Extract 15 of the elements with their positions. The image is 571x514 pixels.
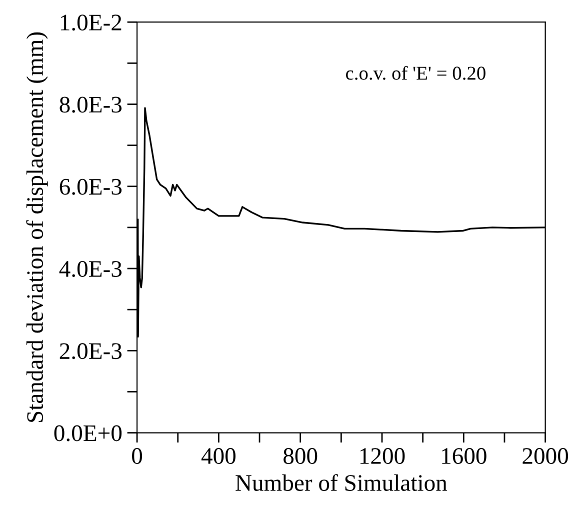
y-tick-label: 1.0E-2 [60,14,122,31]
x-tick-label: 1600 [442,448,486,464]
annotation: c.o.v. of 'E' = 0.20 [346,66,486,80]
y-tick-label: 2.0E-3 [60,343,122,360]
x-tick-label: 1200 [360,448,405,464]
x-tick-label: 2000 [522,448,568,464]
y-tick-label: 6.0E-3 [60,178,122,195]
x-axis-title: Number of Simulation [236,474,448,491]
x-tick-label: 0 [132,448,142,464]
x-tick-label: 400 [201,448,236,464]
y-tick-label: 8.0E-3 [60,96,122,113]
y-tick-label: 0.0E+0 [54,425,122,442]
y-tick-label: 4.0E-3 [59,261,122,278]
y-axis-title: Standard deviation of displacement (mm) [26,32,48,422]
x-tick-label: 800 [284,448,318,464]
